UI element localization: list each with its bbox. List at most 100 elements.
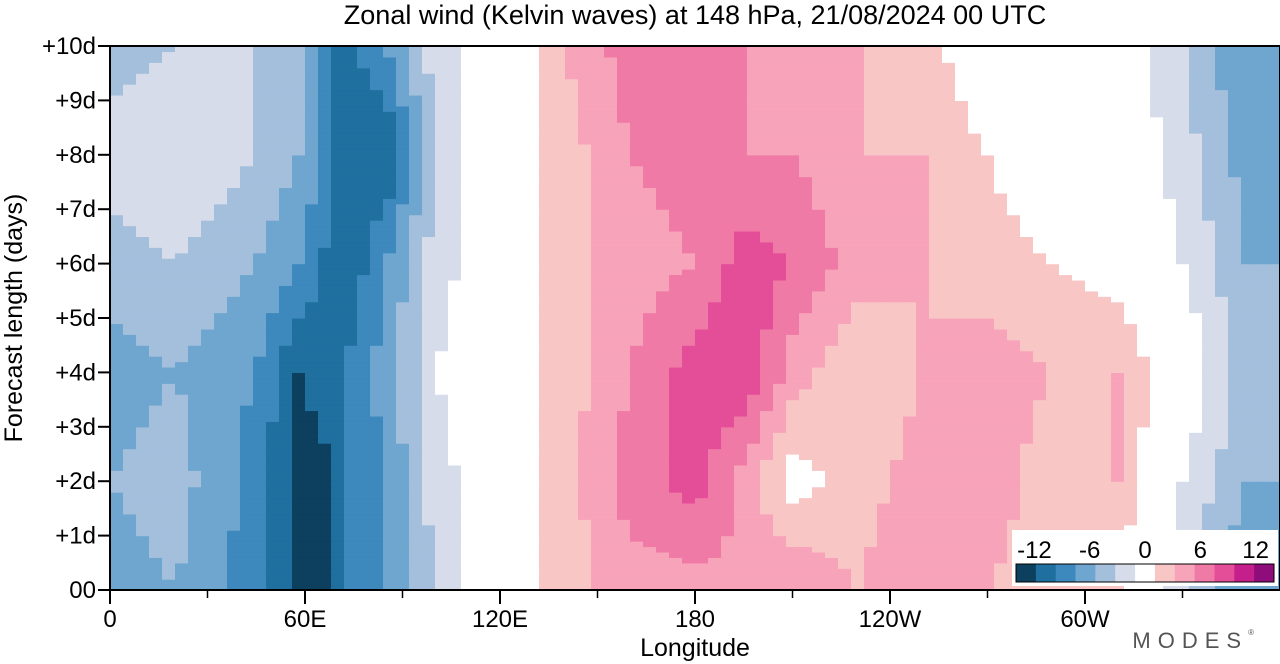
field-cell: [695, 410, 709, 417]
field-cell: [500, 573, 514, 580]
field-cell: [526, 557, 540, 564]
field-cell: [214, 366, 228, 373]
field-cell: [409, 350, 423, 357]
field-cell: [175, 285, 189, 292]
field-cell: [877, 383, 891, 390]
field-cell: [214, 579, 228, 586]
field-cell: [942, 546, 956, 553]
field-cell: [201, 366, 215, 373]
field-cell: [266, 345, 280, 352]
field-cell: [604, 350, 618, 357]
field-cell: [331, 464, 345, 471]
field-cell: [773, 584, 787, 590]
field-cell: [851, 426, 865, 433]
field-cell: [968, 383, 982, 390]
field-cell: [903, 546, 917, 553]
field-cell: [578, 318, 592, 325]
field-cell: [331, 524, 345, 531]
field-cell: [1241, 508, 1255, 515]
field-cell: [500, 513, 514, 520]
field-cell: [695, 399, 709, 406]
field-cell: [214, 345, 228, 352]
field-cell: [994, 328, 1008, 335]
field-cell: [565, 443, 579, 450]
field-cell: [1124, 519, 1138, 526]
field-cell: [994, 383, 1008, 390]
field-cell: [1124, 350, 1138, 357]
field-cell: [149, 448, 163, 455]
field-cell: [331, 372, 345, 379]
field-cell: [240, 443, 254, 450]
field-cell: [1033, 464, 1047, 471]
field-cell: [1202, 296, 1216, 303]
field-cell: [123, 432, 137, 439]
field-cell: [149, 285, 163, 292]
field-cell: [149, 307, 163, 314]
field-cell: [1072, 470, 1086, 477]
field-cell: [994, 492, 1008, 499]
field-cell: [279, 377, 293, 384]
field-cell: [123, 345, 137, 352]
field-cell: [799, 508, 813, 515]
field-cell: [461, 546, 475, 553]
field-cell: [1176, 584, 1190, 590]
field-cell: [227, 508, 241, 515]
field-cell: [929, 486, 943, 493]
field-cell: [1098, 519, 1112, 526]
field-cell: [487, 437, 501, 444]
field-cell: [955, 377, 969, 384]
field-cell: [357, 415, 371, 422]
field-cell: [994, 573, 1008, 580]
field-cell: [188, 535, 202, 542]
field-cell: [344, 383, 358, 390]
field-cell: [344, 361, 358, 368]
field-cell: [539, 579, 553, 586]
field-cell: [513, 546, 527, 553]
field-cell: [331, 579, 345, 586]
field-cell: [448, 524, 462, 531]
field-cell: [396, 579, 410, 586]
field-cell: [890, 388, 904, 395]
field-cell: [942, 557, 956, 564]
field-cell: [266, 557, 280, 564]
field-cell: [539, 432, 553, 439]
field-cell: [461, 535, 475, 542]
field-cell: [539, 448, 553, 455]
field-cell: [838, 486, 852, 493]
field-cell: [305, 443, 319, 450]
field-cell: [305, 399, 319, 406]
field-cell: [643, 328, 657, 335]
field-cell: [591, 323, 605, 330]
field-cell: [669, 513, 683, 520]
field-cell: [110, 301, 124, 308]
field-cell: [825, 486, 839, 493]
field-cell: [305, 405, 319, 412]
field-cell: [864, 535, 878, 542]
field-cell: [318, 372, 332, 379]
field-cell: [240, 350, 254, 357]
field-cell: [240, 568, 254, 575]
field-cell: [1254, 366, 1268, 373]
field-cell: [1007, 296, 1021, 303]
field-cell: [760, 383, 774, 390]
field-cell: [760, 426, 774, 433]
field-cell: [1215, 437, 1229, 444]
field-cell: [318, 296, 332, 303]
field-cell: [279, 432, 293, 439]
field-cell: [591, 318, 605, 325]
field-cell: [656, 557, 670, 564]
field-cell: [136, 285, 150, 292]
field-cell: [175, 530, 189, 537]
field-cell: [942, 307, 956, 314]
field-cell: [630, 573, 644, 580]
field-cell: [305, 296, 319, 303]
field-cell: [1007, 415, 1021, 422]
field-cell: [318, 405, 332, 412]
field-cell: [461, 502, 475, 509]
field-cell: [799, 290, 813, 297]
field-cell: [864, 372, 878, 379]
field-cell: [292, 464, 306, 471]
field-cell: [110, 579, 124, 586]
field-cell: [435, 573, 449, 580]
field-cell: [383, 296, 397, 303]
